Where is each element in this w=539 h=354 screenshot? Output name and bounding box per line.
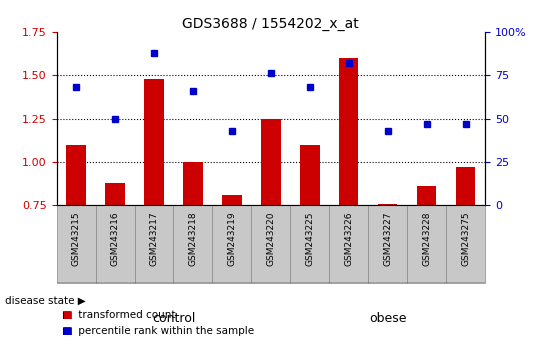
Bar	[456, 167, 475, 205]
Title: GDS3688 / 1554202_x_at: GDS3688 / 1554202_x_at	[183, 17, 359, 31]
Bar	[66, 144, 86, 205]
Text: GSM243219: GSM243219	[227, 212, 237, 266]
Bar	[144, 79, 164, 205]
Bar	[57, 205, 95, 283]
Bar	[339, 58, 358, 205]
Text: GSM243217: GSM243217	[149, 212, 158, 266]
Text: GSM243216: GSM243216	[110, 212, 120, 266]
Bar	[212, 205, 251, 283]
Bar	[368, 205, 407, 283]
Text: ■: ■	[62, 310, 72, 320]
Bar	[222, 195, 241, 205]
Bar	[291, 205, 329, 283]
Text: GSM243227: GSM243227	[383, 212, 392, 266]
Text: GSM243215: GSM243215	[72, 212, 80, 266]
Text: GSM243226: GSM243226	[344, 212, 353, 266]
Text: GSM243275: GSM243275	[461, 212, 470, 266]
Bar	[183, 162, 203, 205]
Text: GSM243218: GSM243218	[189, 212, 197, 266]
Bar	[329, 205, 368, 283]
Bar	[407, 205, 446, 283]
Bar	[174, 205, 212, 283]
Text: GSM243225: GSM243225	[305, 212, 314, 266]
Text: GSM243220: GSM243220	[266, 212, 275, 266]
Bar	[95, 205, 135, 283]
Bar	[135, 205, 174, 283]
Bar	[105, 183, 125, 205]
Text: obese: obese	[369, 312, 406, 325]
Bar	[417, 186, 437, 205]
Bar	[251, 205, 291, 283]
Text: GSM243228: GSM243228	[422, 212, 431, 266]
Bar	[300, 144, 320, 205]
Bar	[261, 119, 281, 205]
Text: ■  transformed count: ■ transformed count	[62, 310, 176, 320]
Text: control: control	[152, 312, 195, 325]
Bar	[446, 205, 485, 283]
Text: ■  percentile rank within the sample: ■ percentile rank within the sample	[62, 326, 254, 336]
Text: ■: ■	[62, 326, 72, 336]
Text: disease state ▶: disease state ▶	[5, 296, 86, 306]
Bar	[378, 204, 397, 205]
